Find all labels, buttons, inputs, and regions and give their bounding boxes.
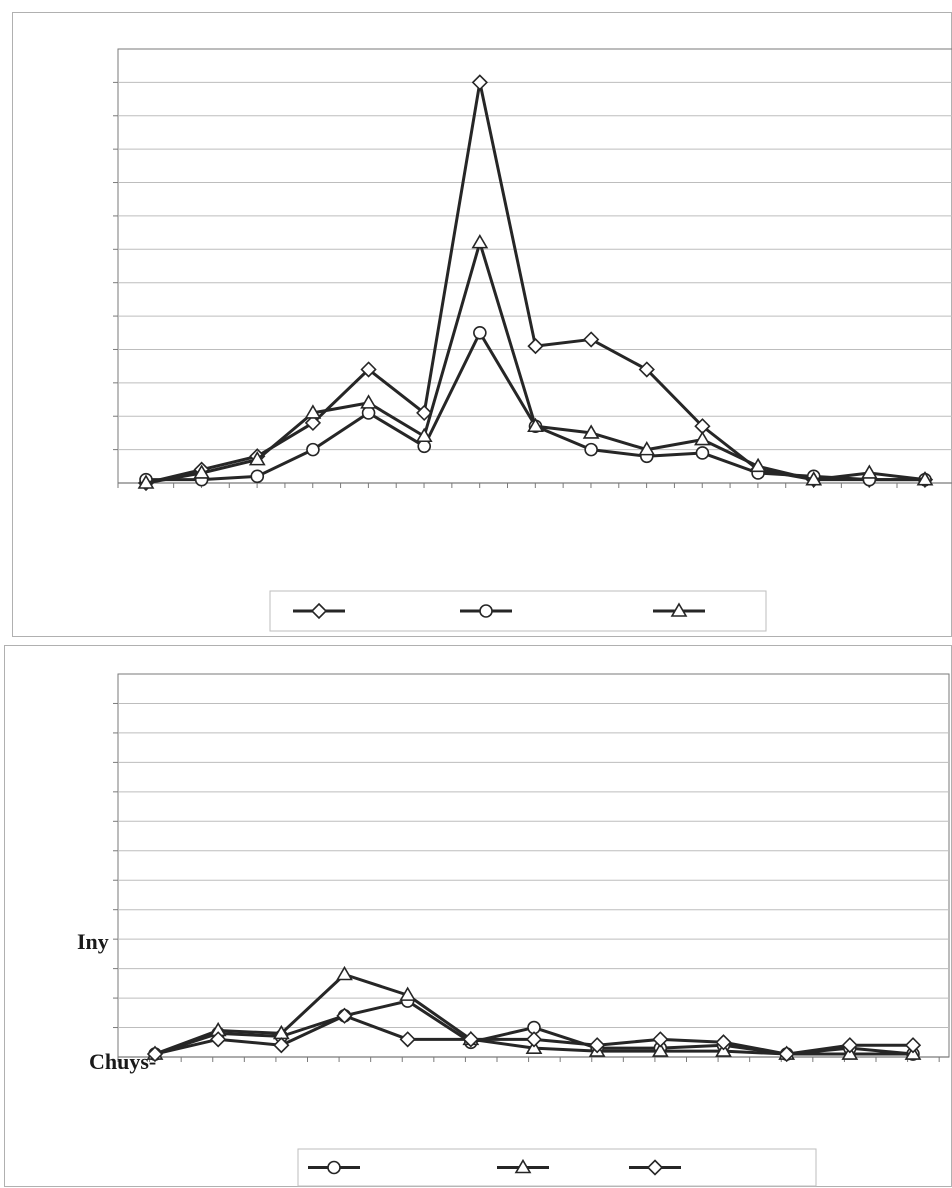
chart-2-series-2-point: [651, 1042, 669, 1057]
chart-2-legend-marker-1: [327, 1160, 341, 1175]
chart-2-series-3-point: [336, 1007, 353, 1024]
chart-1-series-3-point: [193, 464, 211, 479]
chart-2-upper-label: Iny: [77, 929, 109, 954]
chart-2-series-3-point: [462, 1031, 479, 1048]
chart-1-series-3-point: [527, 417, 544, 433]
chart-1-series-3-point: [638, 441, 656, 456]
chart-2-series-3-point: [652, 1031, 669, 1048]
chart-1-series-1-point: [638, 361, 655, 378]
chart-2-series-3-point: [525, 1031, 543, 1048]
chart-1-series-2-point: [695, 446, 710, 460]
chart-1-plot-area: [117, 48, 952, 484]
chart-1-series-3-point: [248, 451, 266, 466]
chart-2-legend: [297, 1148, 817, 1187]
chart-2-series-2-point: [336, 965, 353, 981]
chart-1-series-1-point: [416, 404, 433, 422]
chart-1-series-3-line: [145, 241, 926, 485]
chart-2-series-3-point: [399, 1031, 416, 1048]
chart-1-series-2-point: [250, 469, 265, 484]
chart-2-series-3-point: [841, 1037, 858, 1054]
chart-1-series-3-point: [304, 404, 322, 419]
chart-1-series-1-point: [471, 74, 488, 91]
chart-2-series-3-point: [146, 1045, 164, 1063]
chart-2-svg: [113, 673, 950, 1187]
chart-1-series-3-point: [916, 471, 934, 486]
chart-1-series-2-point: [417, 439, 432, 454]
chart-1-series-1-point: [304, 414, 322, 432]
chart-1-series-2-point: [361, 406, 376, 420]
chart-1-series-2-point: [306, 442, 320, 457]
chart-1-legend-marker-1: [310, 602, 328, 620]
chart-2-plot-area: [117, 673, 950, 1058]
chart-1-series-3-point: [749, 457, 767, 473]
chart-1-series-3-point: [415, 427, 433, 443]
chart-2-series-3-point: [904, 1037, 922, 1054]
chart-1-legend-marker-3: [670, 602, 688, 617]
chart-1-legend-marker-2: [479, 604, 493, 618]
chart-1-series-1-point: [360, 361, 377, 378]
chart-2-lower-label: Chuys-: [89, 1049, 157, 1074]
chart-panel-1: [12, 12, 952, 637]
chart-2-series-3-point: [589, 1037, 606, 1054]
chart-2-series-3-point: [273, 1037, 290, 1054]
chart-1-series-2-point: [584, 442, 598, 457]
chart-2-series-3-point: [210, 1031, 227, 1048]
chart-1-series-3-point: [360, 394, 377, 409]
chart-1-series-2-point: [473, 325, 487, 340]
chart-2-series-2-point: [399, 986, 417, 1001]
chart-1-series-3-point: [137, 474, 155, 489]
chart-1-series-1-point: [583, 331, 600, 348]
chart-2-legend-marker-2: [514, 1158, 532, 1174]
chart-1-series-3-point: [860, 464, 878, 479]
chart-1-series-1-point: [527, 337, 544, 355]
chart-2-series-3-point: [778, 1045, 795, 1063]
chart-1-series-3-point: [805, 471, 823, 486]
chart-1-series-3-point: [694, 431, 711, 446]
chart-1-series-3-point: [471, 234, 489, 249]
chart-1-series-3-point: [582, 424, 600, 439]
chart-panel-2: Iny Chuys-: [4, 645, 952, 1187]
chart-1-svg: [113, 48, 952, 632]
chart-2-series-3-point: [715, 1034, 732, 1051]
chart-2-legend-marker-3: [646, 1159, 664, 1176]
